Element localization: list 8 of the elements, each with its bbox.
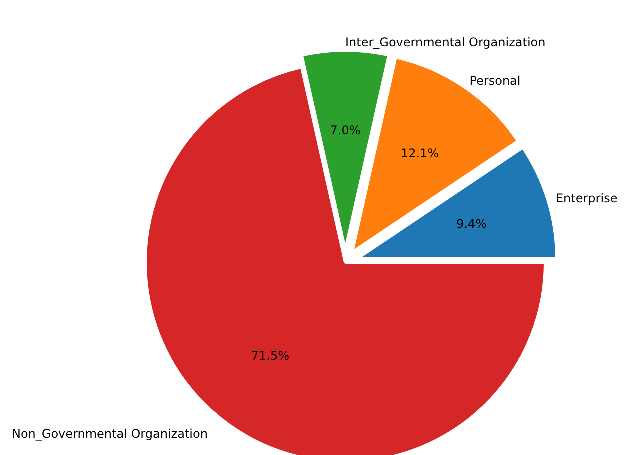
- slice-label: Non_Governmental Organization: [12, 427, 208, 442]
- data-label: 12.1%: [400, 146, 440, 161]
- data-label: 9.4%: [456, 217, 488, 232]
- slice-label: Inter_Governmental Organization: [346, 36, 546, 50]
- data-label: 71.5%: [251, 349, 290, 364]
- slice-label: Personal: [470, 74, 521, 88]
- slice-label: Enterprise: [556, 191, 618, 206]
- data-label: 7.0%: [330, 124, 361, 138]
